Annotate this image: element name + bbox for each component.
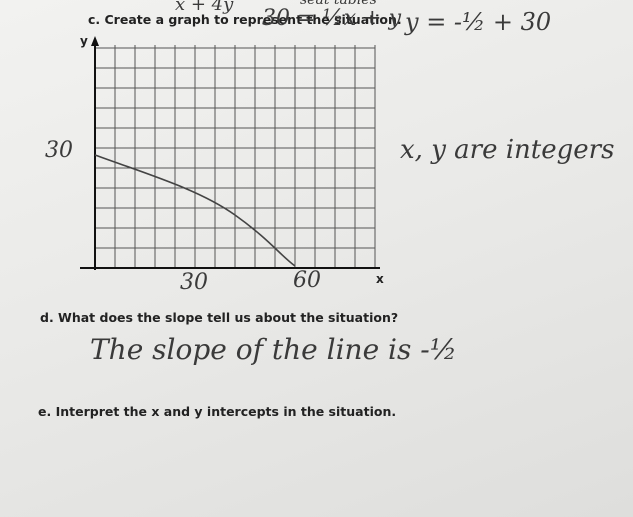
axis-label: y — [80, 34, 88, 48]
y-arrow — [91, 36, 99, 46]
handwriting: 60 — [293, 268, 321, 293]
question-c: c. Create a graph to represent the situa… — [88, 12, 402, 27]
handwriting: x + 4y — [175, 0, 234, 15]
question-e: e. Interpret the x and y intercepts in t… — [38, 404, 397, 419]
handwriting: y = -½ + 30 — [405, 8, 552, 36]
handwriting: 30 — [45, 138, 73, 163]
question-d: d. What does the slope tell us about the… — [40, 310, 399, 325]
axis-label: x — [376, 272, 384, 286]
handwriting: 30 — [180, 270, 208, 295]
handwriting: x, y are integers — [400, 135, 615, 165]
handwriting: 30 = ½x + y — [262, 6, 401, 31]
drawn-line — [94, 154, 296, 267]
handwriting: The slope of the line is -½ — [90, 333, 457, 366]
handwriting: seat tables — [300, 0, 377, 8]
